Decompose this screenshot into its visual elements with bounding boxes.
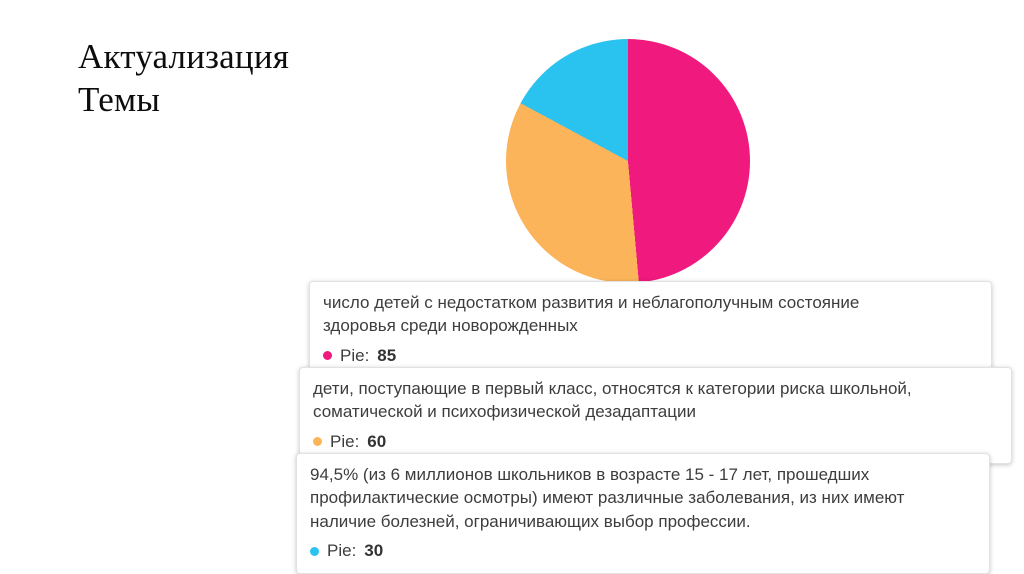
tooltip-text-line: соматической и психофизической дезадапта…	[313, 402, 696, 422]
tooltip-text-line: здоровья среди новорожденных	[323, 316, 578, 336]
tooltip-text-line: число детей с недостатком развития и неб…	[323, 293, 860, 312]
tooltip-text-line: дети, поступающие в первый класс, относя…	[313, 379, 912, 398]
tooltip-text-line: 94,5% (из 6 миллионов школьников в возра…	[310, 465, 870, 484]
page-title-line-1: Актуализация	[78, 37, 290, 76]
legend-row: Pie: 30	[310, 539, 976, 562]
legend-row: Pie: 60	[313, 430, 998, 453]
tooltip-text-line: наличие болезней, ограничивающих выбор п…	[310, 511, 751, 531]
series-value: 30	[364, 541, 384, 561]
legend-row: Pie: 85	[323, 344, 978, 367]
pie-chart	[506, 39, 750, 283]
tooltip-slice-60: дети, поступающие в первый класс, относя…	[299, 367, 1012, 465]
page-title-line-2: Темы	[78, 79, 161, 119]
page-title: Актуализация Темы	[78, 36, 289, 121]
tooltip-text-line: профилактические осмотры) имеют различны…	[310, 488, 905, 508]
series-label: Pie:	[327, 541, 357, 561]
tooltip-slice-85: число детей с недостатком развития и неб…	[309, 281, 992, 379]
series-value: 60	[367, 431, 387, 451]
series-value: 85	[377, 345, 397, 365]
series-marker-icon	[323, 351, 332, 361]
series-label: Pie:	[340, 345, 370, 365]
series-label: Pie:	[330, 431, 360, 451]
series-marker-icon	[310, 546, 319, 556]
tooltip-slice-30: 94,5% (из 6 миллионов школьников в возра…	[296, 453, 990, 574]
series-marker-icon	[313, 437, 322, 447]
